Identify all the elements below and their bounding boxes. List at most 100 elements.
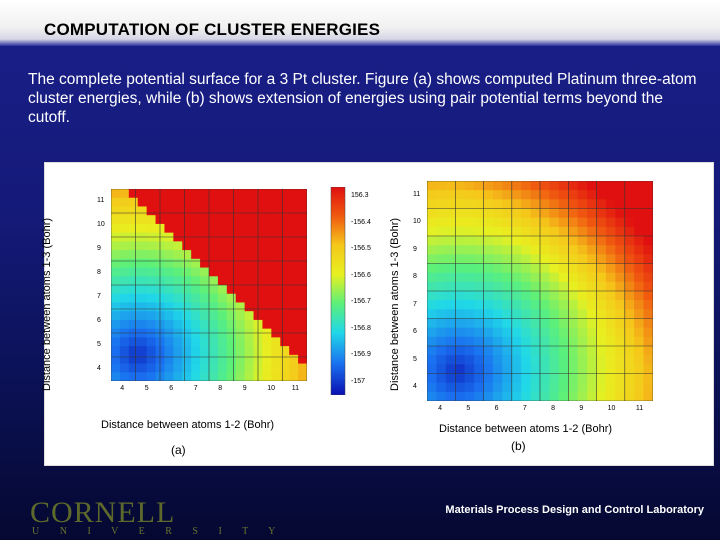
heatmap-b-cell (530, 346, 541, 356)
heatmap-a-cell (298, 223, 307, 234)
heatmap-b-cell (643, 336, 653, 347)
heatmap-a-cell (191, 276, 201, 286)
heatmap-b-cell (502, 263, 513, 274)
heatmap-a-cell (289, 337, 299, 347)
heatmap-b-cell (605, 281, 616, 292)
heatmap-a-cell (119, 276, 130, 286)
heatmap-a-cell (298, 363, 307, 373)
heatmap-b-cell (643, 208, 653, 219)
heatmap-b-cell (587, 291, 597, 301)
heatmap-b-cell (492, 254, 503, 264)
heatmap-b-cell (643, 373, 653, 384)
ytick-b: 8 (413, 273, 417, 281)
heatmap-b-cell (521, 208, 532, 219)
heatmap-a-cell (111, 223, 121, 234)
heatmap-a-cell (209, 319, 219, 330)
heatmap-b-cell (587, 281, 597, 292)
heatmap-b-cell (474, 346, 484, 356)
heatmap-a-cell (289, 276, 299, 286)
heatmap-b-cell (568, 263, 579, 274)
heatmap-a-cell (182, 337, 192, 347)
heatmap-a-cell (244, 241, 255, 251)
heatmap-a-cell (137, 293, 148, 303)
heatmap-b-cell (558, 263, 569, 274)
heatmap-b-cell (521, 373, 532, 384)
heatmap-b-cell (464, 346, 475, 356)
heatmap-a-cell (191, 189, 201, 199)
heatmap-b-cell (436, 254, 447, 264)
heatmap-a-cell (128, 363, 139, 373)
heatmap-b-cell (464, 318, 475, 329)
heatmap-b-cell (521, 263, 532, 274)
heatmap-b-cell (474, 217, 484, 228)
ytick-b: 4 (413, 383, 417, 391)
heatmap-b-cell (492, 382, 503, 393)
heatmap-a-cell (191, 206, 201, 216)
heatmap-b-cell (568, 236, 579, 246)
heatmap-a-cell (119, 293, 130, 303)
heatmap-a-cell (146, 250, 157, 260)
heatmap-a-cell (262, 206, 272, 216)
heatmap-b-cell (474, 373, 484, 384)
heatmap-b-cell (464, 236, 475, 246)
heatmap-a-cell (146, 346, 157, 356)
heatmap-a-cell (164, 258, 174, 269)
heatmap-a-cell (289, 293, 299, 303)
heatmap-b-cell (502, 391, 513, 401)
heatmap-b-cell (436, 217, 447, 228)
heatmap-b-cell (464, 281, 475, 292)
heatmap-a-cell (182, 354, 192, 365)
heatmap-a-cell (244, 319, 255, 330)
heatmap-a-cell (128, 276, 139, 286)
heatmap-a-cell (280, 293, 290, 303)
heatmap-a-cell (289, 346, 299, 356)
heatmap-b-cell (530, 364, 541, 374)
heatmap-b-cell (455, 346, 466, 356)
heatmap-b-cell (596, 300, 607, 310)
heatmap-a-cell (235, 372, 246, 381)
heatmap-b-cell (445, 327, 456, 338)
heatmap-b-cell (464, 309, 475, 319)
heatmap-b-cell (483, 272, 494, 283)
heatmap-a-cell (146, 337, 157, 347)
heatmap-a-cell (262, 189, 272, 199)
heatmap-a-cell (298, 337, 307, 347)
heatmap-a-cell (298, 346, 307, 356)
heatmap-b-cell (624, 391, 635, 401)
heatmap-a-cell (280, 250, 290, 260)
xtick-a: 8 (218, 385, 223, 392)
heatmap-a-cell (173, 250, 183, 260)
heatmap-a-cell (173, 206, 183, 216)
heatmap-b-cell (511, 199, 522, 209)
heatmap-b-cell (530, 272, 541, 283)
heatmap-b-cell (549, 346, 560, 356)
heatmap-a-cell (244, 189, 255, 199)
heatmap-b-cell (492, 373, 503, 384)
heatmap-a-cell (262, 372, 272, 381)
heatmap-b-cell (427, 318, 437, 329)
heatmap-a-cell (191, 215, 201, 225)
heatmap-b-cell (643, 272, 653, 283)
heatmap-b-cell (596, 181, 607, 191)
heatmap-b-cell (643, 226, 653, 237)
heatmap-b-cell (530, 217, 541, 228)
heatmap-a-cell (280, 337, 290, 347)
heatmap-a-cell (209, 250, 219, 260)
heatmap-b-cell (577, 327, 588, 338)
heatmap-a-cell (262, 293, 272, 303)
heatmap-a-cell (146, 372, 157, 381)
heatmap-b-cell (455, 291, 466, 301)
heatmap-b-cell (492, 199, 503, 209)
heatmap-b-cell (624, 373, 635, 384)
heatmap-b-cell (634, 245, 645, 255)
ytick-b: 9 (413, 245, 417, 253)
heatmap-a-cell (137, 302, 148, 312)
colorbar-tick: -156.9 (351, 351, 371, 359)
heatmap-a-cell (280, 206, 290, 216)
heatmap-a-cell (128, 285, 139, 295)
heatmap-b-cell (492, 355, 503, 365)
heatmap-b-cell (615, 199, 626, 209)
heatmap-a-cell (235, 241, 246, 251)
heatmap-a-cell (209, 337, 219, 347)
heatmap-a-cell (128, 293, 139, 303)
